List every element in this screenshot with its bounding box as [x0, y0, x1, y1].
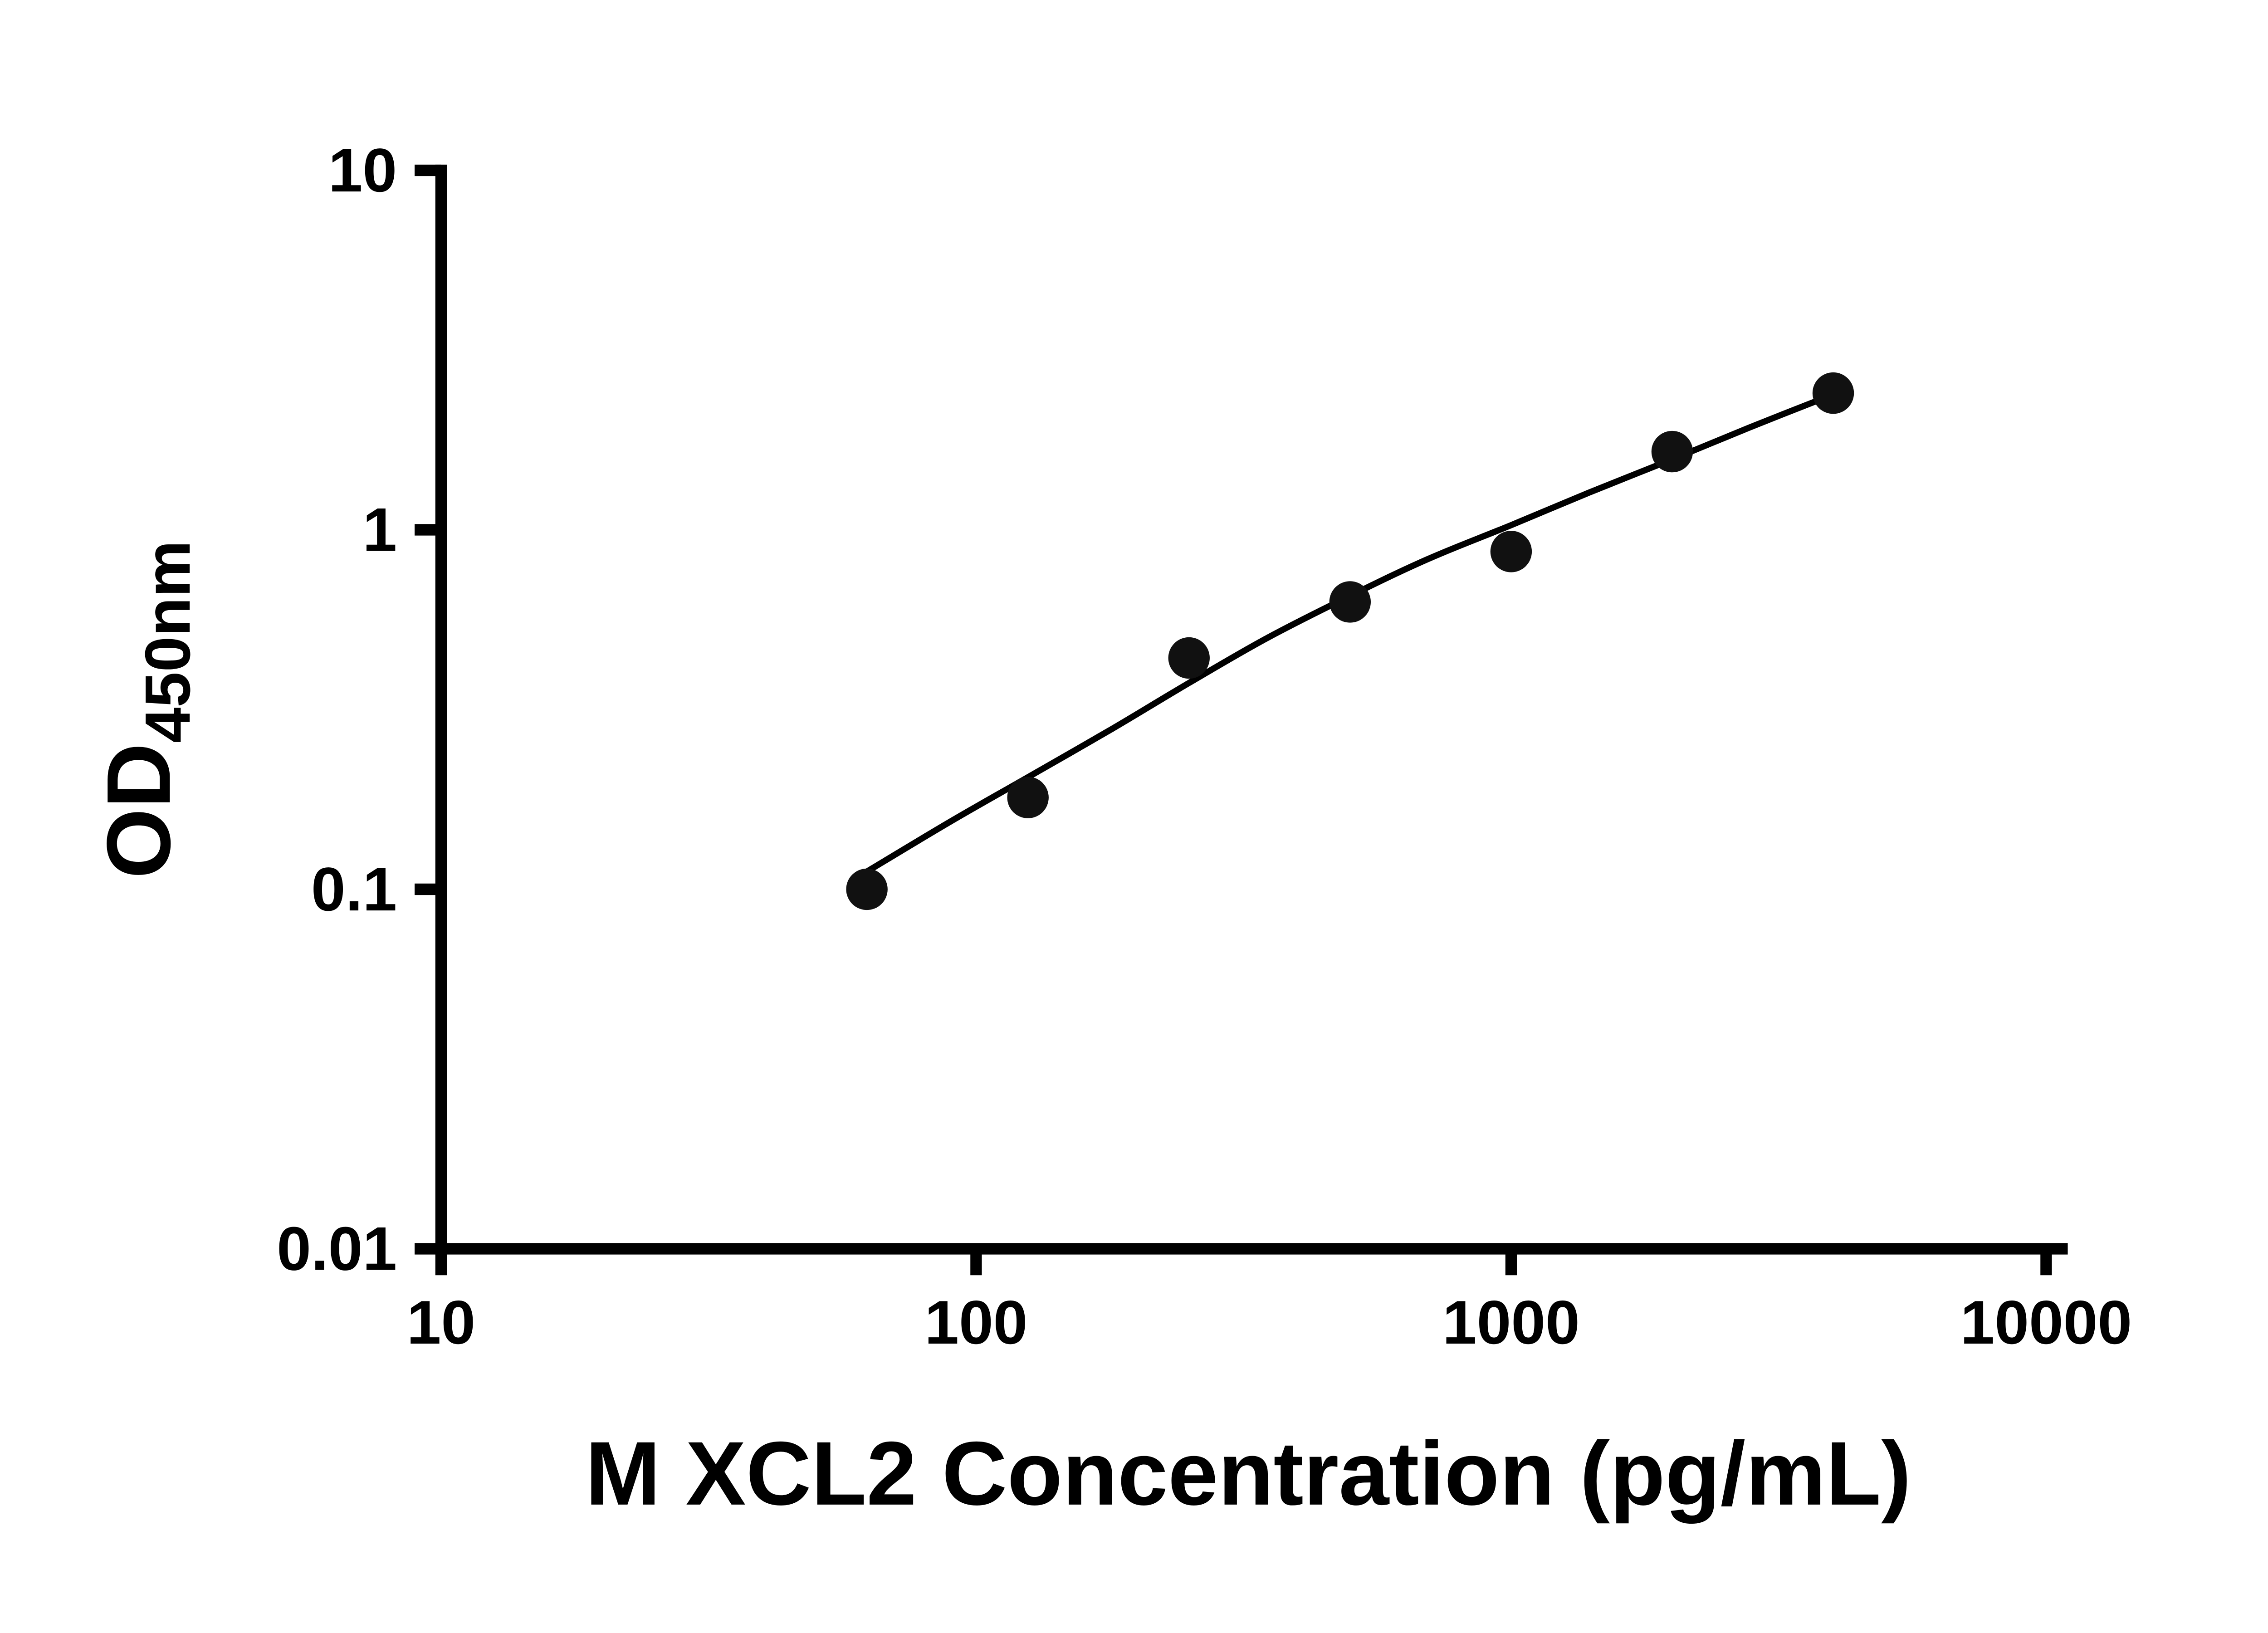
y-tick-label: 1	[362, 495, 397, 564]
data-point	[1812, 372, 1854, 414]
y-tick-label: 0.01	[277, 1214, 397, 1283]
data-point	[1007, 777, 1049, 818]
data-point	[1651, 430, 1693, 473]
x-axis-title: M XCL2 Concentration (pg/mL)	[585, 1423, 1911, 1524]
data-point	[1490, 531, 1532, 572]
y-tick-label: 0.1	[311, 855, 397, 924]
x-tick-label: 100	[924, 1288, 1027, 1357]
y-axis-title: OD450nm	[88, 540, 203, 879]
x-tick-label: 1000	[1442, 1288, 1580, 1357]
data-point	[1168, 637, 1210, 679]
x-tick-label: 10	[407, 1288, 475, 1357]
axes-spine	[435, 164, 2068, 1255]
data-point	[1329, 581, 1371, 623]
data-point	[846, 868, 888, 910]
x-tick-label: 10000	[1960, 1288, 2132, 1357]
y-tick-label: 10	[328, 136, 397, 205]
